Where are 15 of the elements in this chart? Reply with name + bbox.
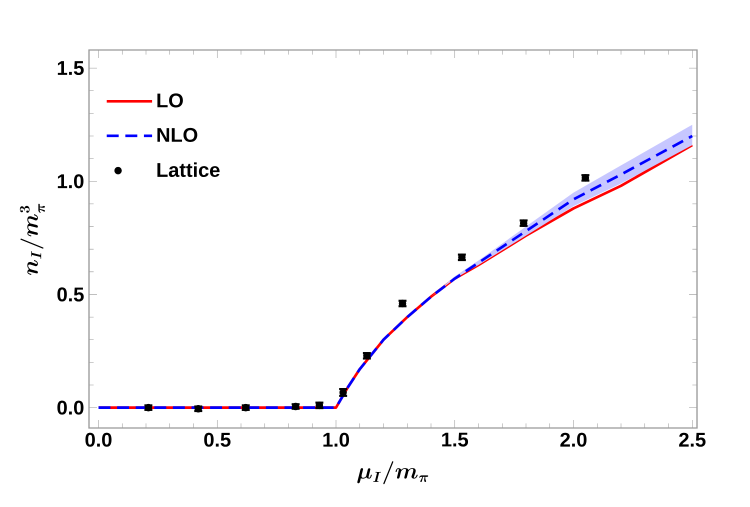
legend-label: LO [157,93,183,108]
y-tick-label: 0.0 [57,400,84,415]
y-tick-label: 1.5 [58,61,84,76]
x-tick-label: 2.5 [679,432,706,447]
y-axis-title: $\boldsymbol{n_I/m_\pi^{3}}$ [20,204,45,275]
x-tick-label: 2.0 [560,432,587,447]
legend-label: Lattice [157,162,220,178]
x-tick-label: 1.5 [442,432,468,447]
x-tick-label: 0.0 [85,432,112,447]
x-tick-label: 0.5 [204,432,231,447]
legend-label: NLO [157,128,198,142]
y-tick-label: 1.0 [58,174,84,188]
y-tick-label: 0.5 [57,287,84,302]
x-axis-title: $\boldsymbol{\mu_I/m_\pi}$ [357,461,428,484]
x-tick-label: 1.0 [323,432,350,447]
